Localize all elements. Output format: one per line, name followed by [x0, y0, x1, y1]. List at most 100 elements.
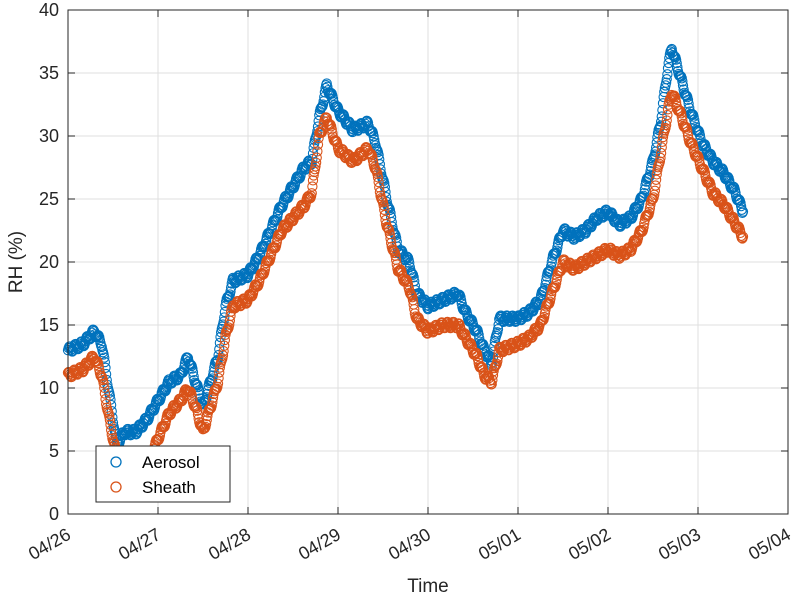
- data-point: [212, 378, 224, 389]
- data-point: [644, 169, 656, 180]
- data-point: [682, 126, 693, 137]
- data-point: [655, 147, 667, 159]
- y-tick-label: 35: [39, 63, 59, 83]
- data-point: [219, 334, 231, 346]
- data-point: [99, 382, 110, 394]
- data-point: [100, 362, 111, 373]
- data-point: [225, 286, 236, 297]
- data-point: [715, 193, 727, 205]
- data-point: [310, 157, 322, 168]
- data-point: [670, 93, 681, 105]
- data-point: [379, 204, 390, 216]
- legend-marker-sheath: [110, 481, 122, 493]
- x-tick-label: 04/30: [385, 524, 434, 564]
- data-point: [100, 398, 112, 410]
- data-point: [104, 414, 116, 426]
- x-tick-label: 04/26: [25, 524, 74, 564]
- data-point: [207, 396, 218, 408]
- data-point: [316, 101, 327, 113]
- data-point: [372, 168, 383, 179]
- data-point: [404, 257, 415, 268]
- data-point: [662, 69, 673, 80]
- data-point: [93, 360, 104, 372]
- legend: Aerosol Sheath: [95, 445, 231, 503]
- data-point: [638, 221, 649, 233]
- data-point: [219, 340, 230, 351]
- data-point: [689, 114, 700, 125]
- data-point: [177, 367, 188, 378]
- data-point: [104, 411, 115, 422]
- data-point: [666, 43, 677, 55]
- data-point: [186, 390, 197, 401]
- y-tick-labels: 0 5 10 15 20 25 30 35 40: [39, 0, 59, 524]
- data-point: [405, 288, 416, 300]
- data-point: [202, 410, 213, 422]
- data-point: [210, 384, 222, 395]
- data-point: [98, 378, 109, 389]
- data-point: [492, 324, 504, 335]
- series-aerosol: [62, 43, 749, 450]
- data-point: [662, 109, 673, 121]
- y-tick-label: 5: [49, 441, 59, 461]
- data-point: [670, 54, 682, 65]
- x-tick-label: 04/27: [115, 524, 164, 564]
- y-tick-label: 30: [39, 126, 59, 146]
- data-point: [650, 180, 661, 191]
- data-point: [105, 419, 116, 430]
- data-point: [489, 361, 501, 372]
- data-point: [369, 134, 380, 145]
- data-point: [675, 108, 687, 119]
- data-point: [682, 94, 694, 106]
- y-tick-label: 0: [49, 504, 59, 524]
- data-point: [654, 156, 666, 167]
- data-point: [325, 87, 337, 99]
- data-point: [687, 109, 698, 120]
- data-point: [552, 242, 563, 253]
- x-axis-label: Time: [407, 576, 449, 597]
- data-point: [660, 77, 672, 88]
- y-tick-label: 40: [39, 0, 59, 20]
- data-point: [737, 231, 749, 242]
- legend-label-sheath: Sheath: [142, 478, 196, 497]
- data-point: [656, 142, 667, 153]
- data-point: [307, 175, 319, 186]
- y-tick-label: 25: [39, 189, 59, 209]
- data-point: [551, 245, 562, 256]
- data-point: [207, 370, 219, 381]
- data-point: [187, 367, 199, 378]
- data-point: [99, 388, 111, 399]
- x-tick-label: 04/29: [295, 524, 344, 564]
- data-point: [372, 172, 384, 183]
- data-point: [217, 350, 229, 361]
- data-point: [679, 89, 691, 100]
- data-point: [649, 185, 661, 196]
- data-point: [373, 176, 384, 188]
- x-tick-label: 05/04: [745, 524, 794, 564]
- data-point: [221, 325, 232, 336]
- data-point: [663, 99, 674, 110]
- legend-marker-aerosol: [110, 456, 122, 468]
- data-point: [105, 424, 117, 436]
- data-point: [683, 98, 694, 109]
- x-tick-label: 05/03: [655, 524, 704, 564]
- legend-label-aerosol: Aerosol: [142, 453, 200, 472]
- data-point: [639, 188, 650, 199]
- data-point: [374, 154, 385, 165]
- data-point: [187, 363, 198, 374]
- data-point: [306, 188, 317, 199]
- x-tick-labels: 04/26 04/27 04/28 04/29 04/30 05/01 05/02 05/03…: [25, 524, 794, 564]
- data-point: [385, 233, 396, 244]
- y-tick-label: 10: [39, 378, 59, 398]
- data-point: [660, 119, 672, 131]
- data-point: [326, 124, 337, 135]
- data-point: [192, 405, 203, 416]
- data-point: [312, 139, 324, 150]
- data-point: [374, 182, 385, 193]
- axis-ticks: [67, 9, 789, 515]
- data-point: [214, 367, 225, 378]
- x-tick-label: 05/02: [565, 524, 614, 564]
- data-point: [650, 174, 662, 185]
- data-point: [405, 289, 417, 300]
- data-point: [694, 129, 706, 141]
